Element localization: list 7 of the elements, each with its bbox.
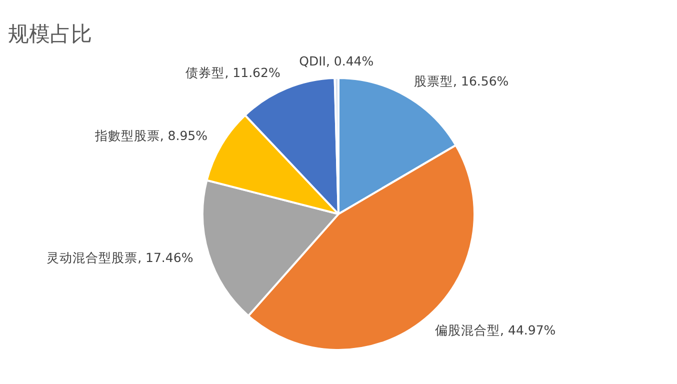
slice-label: 股票型, 16.56% <box>414 73 509 88</box>
chart-title: 规模占比 <box>8 21 92 48</box>
slice-label: 指數型股票, 8.95% <box>94 128 208 144</box>
slice-label: 灵动混合型股票, 17.46% <box>46 250 194 265</box>
slice-label: QDII, 0.44% <box>299 53 374 68</box>
slice-label: 偏股混合型, 44.97% <box>435 322 556 338</box>
slice-label: 债券型, 11.62% <box>186 64 280 80</box>
